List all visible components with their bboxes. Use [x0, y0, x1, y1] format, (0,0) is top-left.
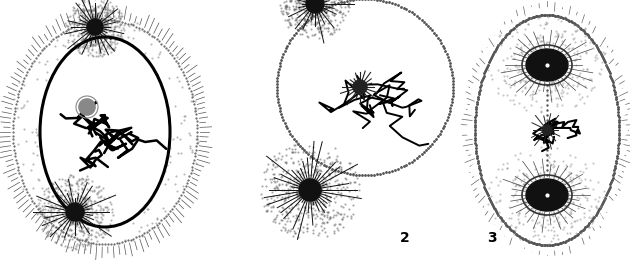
Text: 3: 3 — [487, 231, 497, 245]
Ellipse shape — [526, 49, 568, 81]
Circle shape — [66, 203, 84, 221]
Circle shape — [611, 165, 622, 175]
Circle shape — [503, 225, 517, 238]
Circle shape — [566, 14, 578, 26]
Circle shape — [605, 182, 617, 195]
Circle shape — [353, 80, 367, 94]
Circle shape — [526, 7, 542, 23]
Circle shape — [466, 122, 481, 138]
Circle shape — [542, 125, 552, 135]
Circle shape — [493, 213, 506, 226]
Circle shape — [610, 84, 622, 96]
Circle shape — [578, 23, 590, 34]
Ellipse shape — [41, 38, 169, 226]
Circle shape — [468, 103, 480, 116]
Circle shape — [470, 82, 485, 98]
Circle shape — [79, 99, 95, 115]
Circle shape — [553, 238, 566, 252]
Circle shape — [469, 145, 479, 155]
Circle shape — [471, 163, 484, 177]
Circle shape — [527, 238, 541, 252]
Circle shape — [539, 239, 555, 255]
Circle shape — [554, 9, 566, 21]
Circle shape — [596, 47, 611, 62]
Circle shape — [484, 199, 496, 211]
Circle shape — [483, 47, 498, 62]
Circle shape — [614, 144, 626, 157]
Circle shape — [299, 179, 321, 201]
Circle shape — [514, 232, 530, 248]
Circle shape — [477, 183, 489, 194]
Circle shape — [578, 225, 590, 238]
Circle shape — [542, 8, 553, 18]
Circle shape — [87, 19, 103, 35]
Circle shape — [613, 103, 627, 117]
Circle shape — [604, 64, 618, 79]
Circle shape — [566, 233, 579, 246]
Circle shape — [517, 15, 527, 25]
Circle shape — [614, 124, 627, 136]
Circle shape — [588, 33, 602, 47]
Circle shape — [478, 66, 488, 77]
Text: 2: 2 — [400, 231, 410, 245]
Ellipse shape — [526, 179, 568, 211]
Circle shape — [306, 0, 324, 13]
Circle shape — [504, 23, 516, 35]
Circle shape — [493, 34, 506, 47]
Circle shape — [597, 198, 610, 212]
Circle shape — [587, 212, 602, 227]
